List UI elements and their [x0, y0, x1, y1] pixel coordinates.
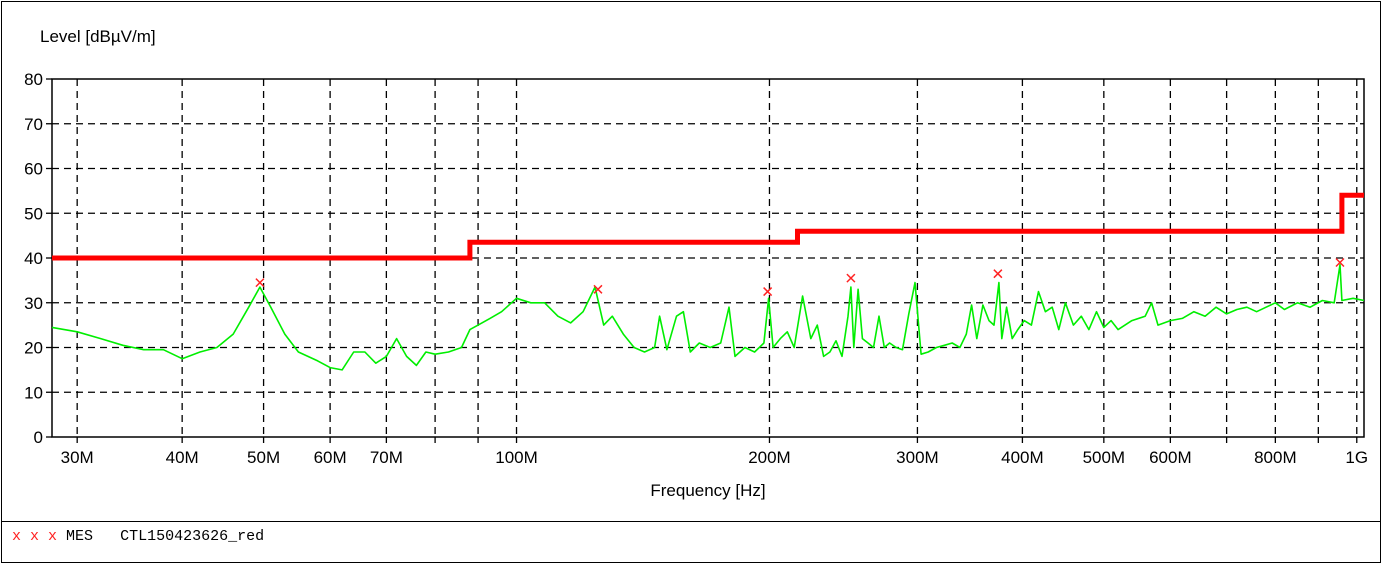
x-tick-label: 200M: [748, 448, 791, 467]
legend: x x x MES CTL150423626_red: [12, 528, 264, 545]
x-tick-label: 1G: [1345, 448, 1368, 467]
peak-marker: [255, 278, 265, 288]
legend-label: MES: [66, 528, 94, 545]
x-tick-label: 300M: [896, 448, 939, 467]
measurement-trace: [51, 263, 1365, 371]
tick-labels: 0 10 20 30 40 50 60 70 80 30M 40M 50M 60M 70M 100M 200M…: [24, 70, 1368, 467]
legend-file-name: CTL150423626_red: [120, 528, 265, 545]
x-tick-label: 70M: [370, 448, 403, 467]
peak-marker: [763, 287, 773, 297]
y-tick-label: 20: [24, 339, 43, 358]
legend-marker-symbols: x x x: [12, 528, 58, 545]
y-tick-label: 40: [24, 249, 43, 268]
x-tick-label: 30M: [61, 448, 94, 467]
x-tick-label: 60M: [314, 448, 347, 467]
limit-line: [52, 192, 1364, 261]
y-tick-label: 70: [24, 115, 43, 134]
grid: [46, 78, 1365, 443]
y-tick-label: 30: [24, 294, 43, 313]
peak-marker: [993, 269, 1003, 279]
series: [51, 192, 1365, 371]
peak-markers: [255, 257, 1345, 297]
y-tick-label: 60: [24, 160, 43, 179]
y-tick-label: 0: [34, 428, 43, 447]
x-tick-label: 50M: [247, 448, 280, 467]
x-tick-label: 100M: [495, 448, 538, 467]
peak-marker: [593, 284, 603, 294]
peak-marker: [846, 273, 856, 283]
x-axis-label: Frequency [Hz]: [650, 481, 765, 500]
x-tick-label: 40M: [166, 448, 199, 467]
y-axis-label: Level [dBµV/m]: [40, 27, 156, 46]
y-tick-label: 10: [24, 383, 43, 402]
x-tick-label: 600M: [1149, 448, 1192, 467]
peak-marker: [1335, 257, 1345, 268]
x-tick-label: 400M: [1001, 448, 1044, 467]
legend-divider: [2, 521, 1380, 522]
x-tick-label: 800M: [1254, 448, 1297, 467]
x-tick-label: 500M: [1083, 448, 1126, 467]
y-tick-label: 80: [24, 70, 43, 89]
y-tick-label: 50: [24, 204, 43, 223]
